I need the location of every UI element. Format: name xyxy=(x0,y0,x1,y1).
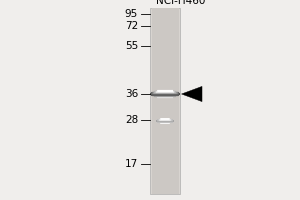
Text: 17: 17 xyxy=(125,159,138,169)
Text: 28: 28 xyxy=(125,115,138,125)
Polygon shape xyxy=(182,86,202,102)
Text: NCI-H460: NCI-H460 xyxy=(156,0,206,6)
Text: 36: 36 xyxy=(125,89,138,99)
Bar xyxy=(152,8,178,194)
Text: 95: 95 xyxy=(125,9,138,19)
Text: 55: 55 xyxy=(125,41,138,51)
Bar xyxy=(150,8,180,194)
Text: 72: 72 xyxy=(125,21,138,31)
